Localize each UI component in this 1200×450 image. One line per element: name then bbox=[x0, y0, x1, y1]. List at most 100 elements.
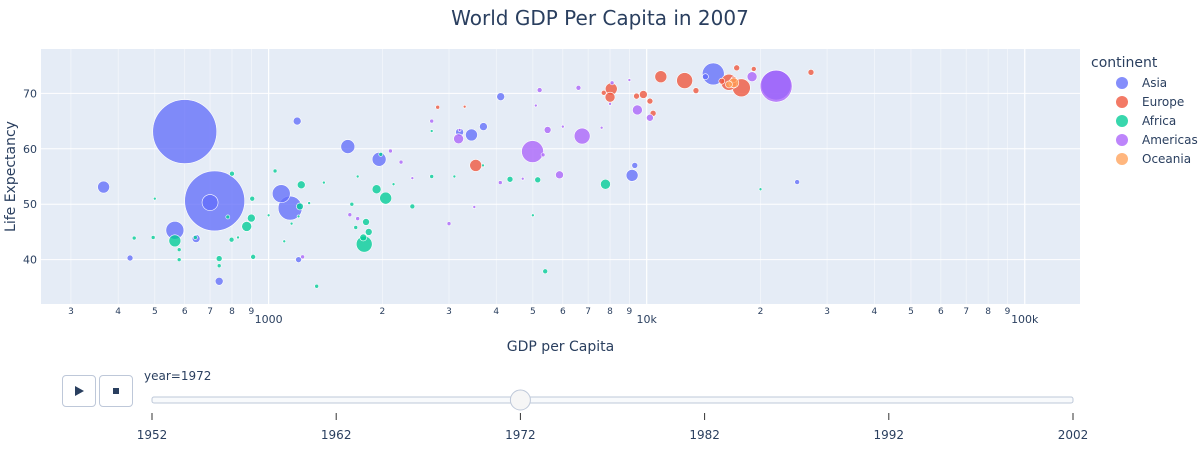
bubble-point-europe[interactable] bbox=[469, 159, 483, 172]
bubble-point-africa[interactable] bbox=[193, 235, 198, 240]
bubble-point-africa[interactable] bbox=[176, 257, 182, 262]
year-slider[interactable] bbox=[151, 389, 1074, 420]
bubble-point-americas[interactable] bbox=[561, 124, 565, 129]
bubble-point-americas[interactable] bbox=[534, 103, 538, 108]
bubble-point-americas[interactable] bbox=[599, 125, 604, 130]
bubble-point-africa[interactable] bbox=[542, 268, 549, 275]
bubble-point-asia[interactable] bbox=[214, 276, 224, 286]
bubble-point-europe[interactable] bbox=[639, 90, 648, 99]
bubble-point-asia[interactable] bbox=[701, 62, 725, 86]
bubble-point-africa[interactable] bbox=[153, 196, 157, 201]
legend-marker-africa[interactable] bbox=[1116, 115, 1128, 127]
legend-label-europe[interactable]: Europe bbox=[1142, 95, 1184, 109]
bubble-point-africa[interactable] bbox=[296, 214, 301, 219]
bubble-point-americas[interactable] bbox=[543, 126, 552, 134]
bubble-point-americas[interactable] bbox=[575, 85, 582, 91]
bubble-point-africa[interactable] bbox=[362, 218, 370, 226]
bubble-point-europe[interactable] bbox=[435, 104, 440, 110]
bubble-point-americas[interactable] bbox=[521, 140, 544, 163]
bubble-point-africa[interactable] bbox=[353, 225, 359, 230]
bubble-point-americas[interactable] bbox=[388, 148, 393, 154]
bubble-point-americas[interactable] bbox=[355, 216, 360, 221]
bubble-point-americas[interactable] bbox=[453, 133, 464, 145]
bubble-point-europe[interactable] bbox=[692, 87, 700, 94]
bubble-point-africa[interactable] bbox=[307, 201, 311, 205]
bubble-point-africa[interactable] bbox=[359, 233, 368, 242]
bubble-point-asia[interactable] bbox=[340, 139, 356, 154]
legend-marker-europe[interactable] bbox=[1116, 96, 1128, 108]
bubble-point-africa[interactable] bbox=[229, 170, 235, 177]
bubble-point-africa[interactable] bbox=[391, 182, 396, 187]
bubble-point-africa[interactable] bbox=[349, 201, 355, 207]
bubble-point-africa[interactable] bbox=[215, 255, 223, 262]
bubble-point-americas[interactable] bbox=[540, 152, 546, 158]
legend[interactable]: continent Asia Europe Africa Americas Oceani… bbox=[1091, 55, 1198, 166]
bubble-point-asia[interactable] bbox=[201, 194, 219, 211]
bubble-point-europe[interactable] bbox=[646, 97, 654, 105]
bubble-point-europe[interactable] bbox=[604, 91, 616, 103]
bubble-point-africa[interactable] bbox=[150, 235, 156, 240]
bubble-point-africa[interactable] bbox=[409, 203, 416, 210]
bubble-point-americas[interactable] bbox=[457, 128, 462, 132]
bubble-point-africa[interactable] bbox=[429, 174, 435, 179]
bubble-point-asia[interactable] bbox=[126, 254, 134, 262]
bubble-point-africa[interactable] bbox=[296, 180, 306, 190]
bubble-point-americas[interactable] bbox=[410, 176, 415, 180]
bubble-point-americas[interactable] bbox=[429, 118, 435, 124]
bubble-point-africa[interactable] bbox=[531, 213, 535, 218]
bubble-point-europe[interactable] bbox=[718, 77, 726, 85]
bubble-point-asia[interactable] bbox=[371, 152, 387, 167]
bubble-point-africa[interactable] bbox=[249, 195, 256, 202]
bubble-point-africa[interactable] bbox=[176, 247, 182, 252]
bubble-point-africa[interactable] bbox=[168, 234, 182, 248]
bubble-point-americas[interactable] bbox=[300, 254, 305, 260]
bubble-point-americas[interactable] bbox=[520, 176, 525, 181]
legend-label-asia[interactable]: Asia bbox=[1142, 76, 1167, 90]
bubble-point-europe[interactable] bbox=[807, 68, 815, 76]
bubble-point-africa[interactable] bbox=[364, 228, 373, 236]
bubble-point-asia[interactable] bbox=[271, 184, 291, 203]
bubble-point-asia[interactable] bbox=[625, 169, 639, 182]
bubble-point-americas[interactable] bbox=[608, 102, 612, 106]
bubble-point-americas[interactable] bbox=[632, 104, 643, 116]
bubble-point-oceania[interactable] bbox=[725, 80, 733, 89]
bubble-point-europe[interactable] bbox=[750, 66, 757, 72]
bubble-point-africa[interactable] bbox=[272, 168, 278, 174]
bubble-point-africa[interactable] bbox=[216, 263, 222, 269]
bubble-point-africa[interactable] bbox=[758, 187, 763, 192]
bubble-point-americas[interactable] bbox=[555, 170, 564, 180]
play-button[interactable] bbox=[62, 375, 96, 407]
bubble-point-americas[interactable] bbox=[347, 212, 353, 218]
bubble-point-africa[interactable] bbox=[600, 178, 611, 190]
bubble-point-africa[interactable] bbox=[296, 202, 304, 211]
bubble-point-asia[interactable] bbox=[496, 92, 505, 101]
bubble-point-africa[interactable] bbox=[322, 180, 326, 185]
bubble-point-africa[interactable] bbox=[266, 213, 271, 218]
slider-handle[interactable] bbox=[509, 389, 531, 411]
bubble-point-europe[interactable] bbox=[654, 70, 668, 84]
bubble-point-americas[interactable] bbox=[472, 205, 477, 209]
bubble-markers[interactable] bbox=[97, 62, 815, 289]
bubble-point-asia[interactable] bbox=[465, 128, 478, 142]
bubble-point-africa[interactable] bbox=[289, 221, 294, 226]
bubble-point-asia[interactable] bbox=[152, 99, 218, 164]
bubble-point-americas[interactable] bbox=[536, 87, 543, 93]
bubble-point-europe[interactable] bbox=[733, 64, 740, 72]
bubble-point-africa[interactable] bbox=[131, 235, 137, 241]
bubble-point-americas[interactable] bbox=[627, 78, 632, 82]
bubble-point-asia[interactable] bbox=[97, 180, 110, 194]
legend-marker-asia[interactable] bbox=[1116, 77, 1128, 89]
bubble-point-africa[interactable] bbox=[429, 129, 434, 133]
bubble-point-africa[interactable] bbox=[506, 175, 514, 183]
bubble-point-americas[interactable] bbox=[446, 221, 452, 226]
bubble-point-europe[interactable] bbox=[633, 92, 640, 100]
bubble-point-asia[interactable] bbox=[631, 162, 639, 169]
bubble-point-africa[interactable] bbox=[314, 283, 319, 289]
bubble-point-africa[interactable] bbox=[452, 174, 457, 179]
bubble-point-africa[interactable] bbox=[228, 236, 235, 243]
bubble-point-africa[interactable] bbox=[378, 152, 384, 157]
slider-rail[interactable] bbox=[151, 396, 1074, 404]
bubble-point-americas[interactable] bbox=[746, 71, 758, 83]
bubble-point-africa[interactable] bbox=[481, 163, 485, 168]
bubble-point-asia[interactable] bbox=[292, 116, 302, 126]
